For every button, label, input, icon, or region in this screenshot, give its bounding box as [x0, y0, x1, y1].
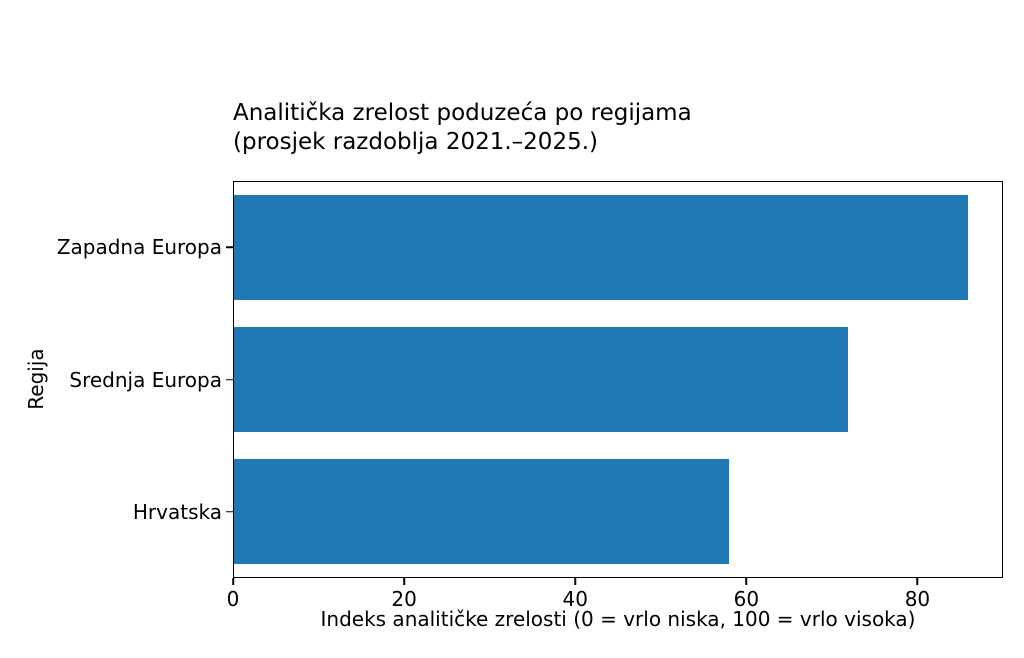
x-tick-mark [574, 578, 576, 585]
x-tick-mark [232, 578, 234, 585]
plot-area [233, 181, 1003, 578]
x-tick-label: 40 [562, 587, 588, 611]
x-tick-label: 20 [391, 587, 417, 611]
x-tick-mark [916, 578, 919, 585]
y-tick-labels: Zapadna Europa Srednja Europa Hrvatska [0, 181, 222, 578]
x-tick-label: 80 [904, 587, 931, 611]
x-tick-label: 60 [733, 587, 760, 611]
y-tick-mark [226, 511, 233, 513]
x-tick-mark [745, 578, 748, 585]
bar-srednja-europa [234, 326, 849, 433]
bar-zapadna-europa [234, 195, 968, 301]
bar-hrvatska [234, 458, 729, 564]
x-ticks: 0 20 40 60 80 [227, 578, 1003, 611]
y-tick-marks [226, 181, 233, 578]
x-axis-label: Indeks analitičke zrelosti (0 = vrlo nis… [320, 607, 916, 631]
y-tick-mark [226, 246, 233, 248]
y-tick-label: Hrvatska [132, 499, 222, 524]
y-tick-label: Srednja Europa [69, 367, 222, 392]
x-tick-mark [403, 578, 405, 585]
y-tick-label: Zapadna Europa [56, 235, 222, 260]
chart-title: Analitička zrelost poduzeća po regijama … [233, 100, 692, 155]
y-tick-mark [226, 378, 233, 381]
x-tick-label: 0 [226, 587, 240, 611]
